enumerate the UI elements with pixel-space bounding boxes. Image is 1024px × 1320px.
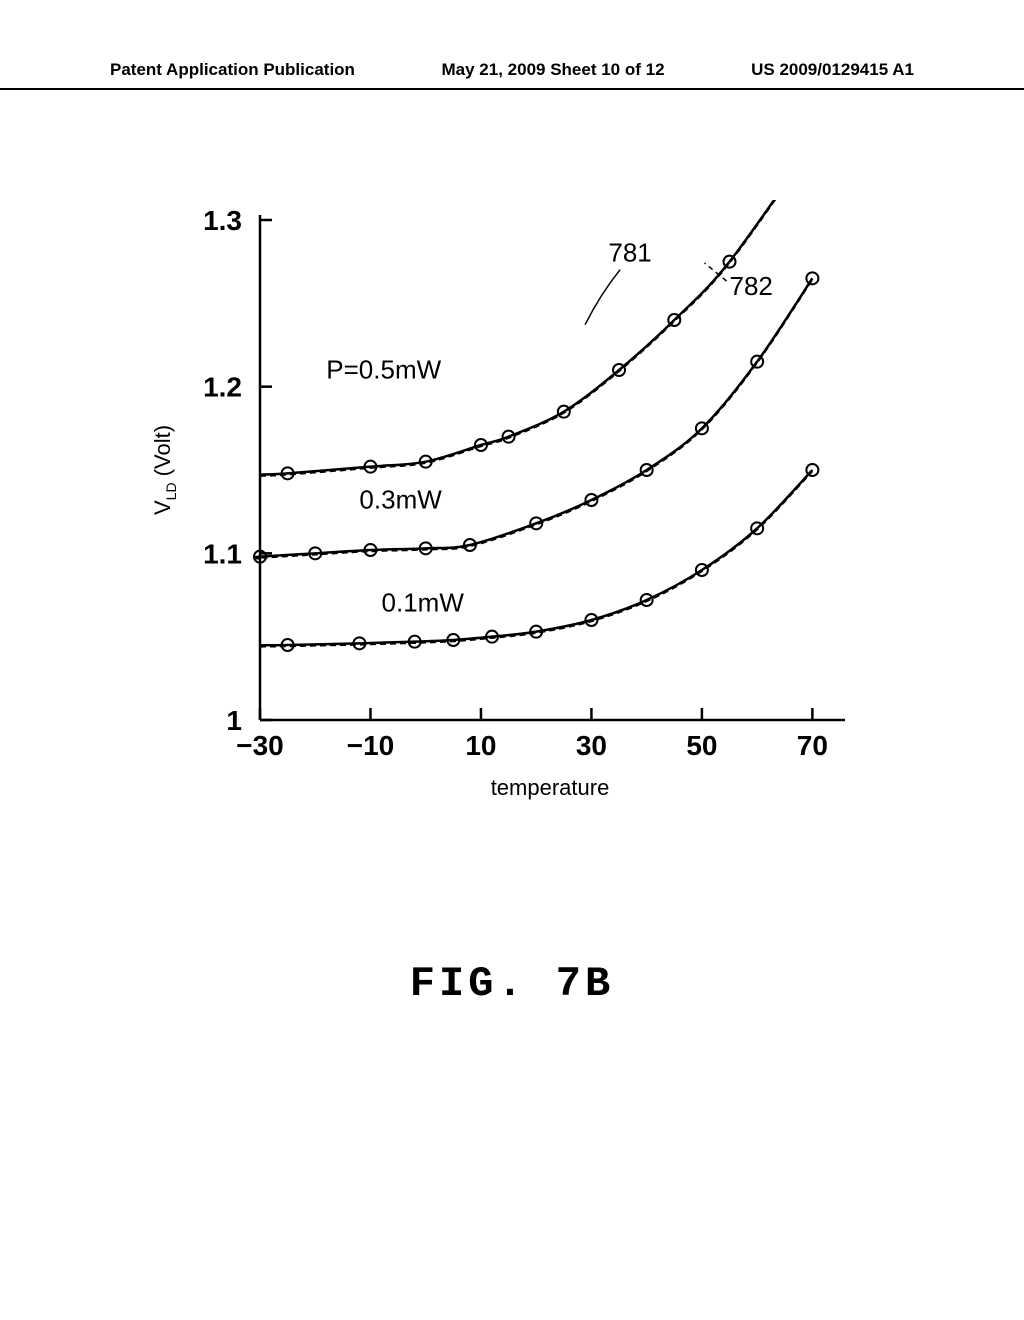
svg-text:1.1: 1.1 (203, 538, 242, 569)
svg-text:70: 70 (797, 730, 828, 761)
header-right: US 2009/0129415 A1 (751, 60, 914, 80)
svg-text:temperature: temperature (491, 775, 610, 800)
svg-text:0.1mW: 0.1mW (382, 588, 465, 618)
svg-text:30: 30 (576, 730, 607, 761)
svg-text:VLD (Volt): VLD (Volt) (150, 425, 179, 515)
svg-text:1.3: 1.3 (203, 205, 242, 236)
svg-text:50: 50 (686, 730, 717, 761)
svg-text:−30: −30 (236, 730, 284, 761)
header-center: May 21, 2009 Sheet 10 of 12 (442, 60, 665, 80)
page-header: Patent Application Publication May 21, 2… (0, 60, 1024, 90)
header-left: Patent Application Publication (110, 60, 355, 80)
svg-text:0.3mW: 0.3mW (359, 484, 442, 514)
chart-vld-vs-temperature: 11.11.21.3−30−1010305070temperatureVLD (… (140, 200, 880, 840)
svg-text:P=0.5mW: P=0.5mW (326, 354, 441, 384)
figure-caption: FIG. 7B (0, 960, 1024, 1008)
svg-text:10: 10 (465, 730, 496, 761)
svg-text:1.2: 1.2 (203, 372, 242, 403)
chart-svg: 11.11.21.3−30−1010305070temperatureVLD (… (140, 200, 880, 840)
svg-text:782: 782 (730, 271, 773, 301)
svg-text:781: 781 (608, 238, 651, 268)
svg-text:−10: −10 (347, 730, 395, 761)
